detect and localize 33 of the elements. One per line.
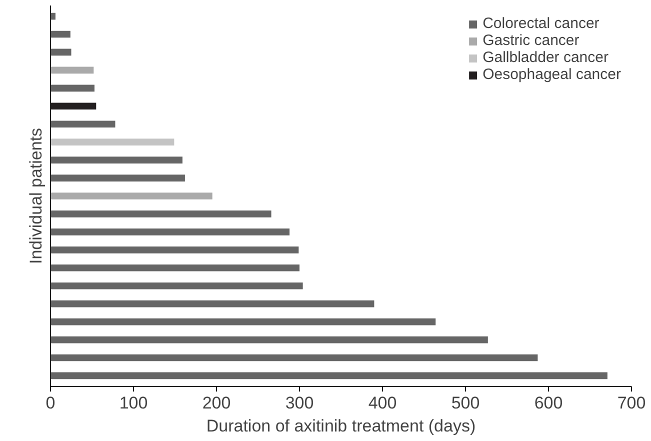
x-tick-label: 700 <box>617 394 646 412</box>
y-axis-title: Individual patients <box>26 128 46 264</box>
x-tick-label: 500 <box>451 394 480 412</box>
bar <box>50 336 488 344</box>
x-tick-label: 300 <box>285 394 314 412</box>
legend-label: Oesophageal cancer <box>482 66 621 83</box>
bar <box>50 354 538 362</box>
bar <box>50 66 94 74</box>
bar <box>50 318 436 326</box>
bar <box>50 138 174 146</box>
bar <box>50 174 185 182</box>
bar <box>50 120 116 128</box>
bar <box>50 372 608 380</box>
legend-label: Colorectal cancer <box>482 15 600 32</box>
x-tick-label: 0 <box>46 394 56 412</box>
bar <box>50 48 72 56</box>
legend-label: Gastric cancer <box>482 32 580 49</box>
bar <box>50 210 272 218</box>
x-axis-title: Duration of axitinib treatment (days) <box>206 416 476 436</box>
bar <box>50 228 290 236</box>
x-tick-label: 100 <box>119 394 148 412</box>
legend-label: Gallbladder cancer <box>482 49 608 66</box>
bar <box>50 84 94 92</box>
bar <box>50 300 374 308</box>
bar <box>50 30 70 38</box>
x-tick-label: 400 <box>368 394 397 412</box>
bar <box>50 264 300 272</box>
bar <box>50 282 303 290</box>
x-tick-label: 200 <box>202 394 231 412</box>
bar <box>50 156 182 164</box>
bar <box>50 192 212 200</box>
x-tick-label: 600 <box>534 394 563 412</box>
bar <box>50 246 299 254</box>
